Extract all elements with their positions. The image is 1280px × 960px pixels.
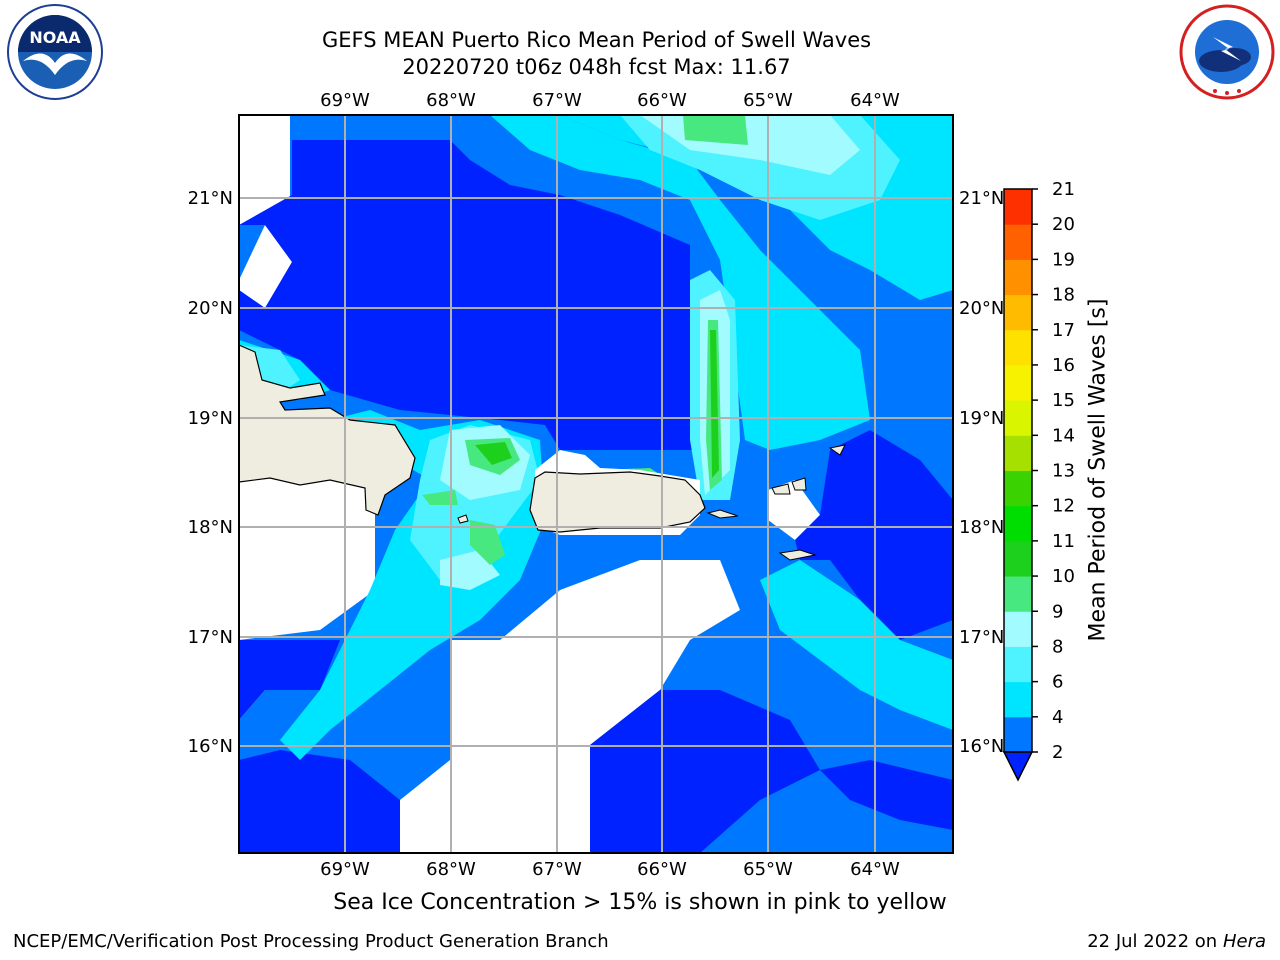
lat-label-right: 21°N	[959, 188, 1004, 209]
lat-label-right: 20°N	[959, 298, 1004, 319]
colorbar-segment	[1004, 505, 1032, 542]
map-gridlines	[239, 115, 953, 853]
chart-title: GEFS MEAN Puerto Rico Mean Period of Swe…	[321, 28, 872, 52]
lat-label-left: 18°N	[188, 517, 233, 538]
colorbar-segment	[1004, 364, 1032, 401]
lat-label-left: 21°N	[188, 188, 233, 209]
lon-label-top: 67°W	[532, 90, 582, 111]
noaa-logo-text: NOAA	[29, 28, 81, 47]
chart-subtitle: 20220720 t06z 048h fcst Max: 11.67	[402, 55, 791, 79]
colorbar-tick-label: 18	[1052, 285, 1075, 306]
nws-logo	[1179, 4, 1275, 100]
lat-label-left: 19°N	[188, 408, 233, 429]
lat-label-left: 17°N	[188, 627, 233, 648]
credit-date: 22 Jul 2022 on	[1087, 931, 1223, 952]
credit-left: NCEP/EMC/Verification Post Processing Pr…	[13, 931, 609, 952]
lat-label-right: 17°N	[959, 627, 1004, 648]
colorbar-segment	[1004, 224, 1032, 260]
colorbar-tick-label: 10	[1052, 566, 1075, 587]
colorbar-tick-label: 14	[1052, 425, 1075, 446]
colorbar-tick-label: 17	[1052, 320, 1075, 341]
colorbar-tick-label: 4	[1052, 707, 1063, 728]
lat-label-left: 20°N	[188, 298, 233, 319]
colorbar-segment	[1004, 716, 1032, 753]
lat-label-right: 19°N	[959, 408, 1004, 429]
colorbar-label: Mean Period of Swell Waves [s]	[1085, 298, 1111, 642]
colorbar-segment	[1004, 294, 1032, 331]
colorbar-segment	[1004, 540, 1032, 577]
colorbar-tick-label: 20	[1052, 214, 1075, 235]
colorbar-segment	[1004, 259, 1032, 296]
colorbar-segment	[1004, 329, 1032, 366]
colorbar: 2 4 6 8 9 10 11 12 13 14 15 16 17 18 19 20 21	[1002, 179, 1075, 782]
colorbar-segment	[1004, 189, 1032, 225]
colorbar-tick-label: 15	[1052, 390, 1075, 411]
lon-label-top: 64°W	[850, 90, 900, 111]
colorbar-tick-label: 16	[1052, 355, 1075, 376]
colorbar-extension	[1002, 751, 1034, 782]
colorbar-segment	[1004, 400, 1032, 436]
lon-label-bottom: 67°W	[532, 859, 582, 880]
lon-label-bottom: 66°W	[637, 859, 687, 880]
credit-host: Hera	[1222, 931, 1266, 952]
colorbar-tick-label: 2	[1052, 742, 1063, 763]
colorbar-segment	[1004, 435, 1032, 471]
lon-label-bottom: 64°W	[850, 859, 900, 880]
map-contour-field	[239, 115, 953, 853]
colorbar-tick-label: 19	[1052, 249, 1075, 270]
credit-right: 22 Jul 2022 on Hera	[1087, 931, 1266, 952]
colorbar-segment	[1004, 646, 1032, 683]
colorbar-tick-label: 12	[1052, 496, 1075, 517]
colorbar-tick-label: 8	[1052, 636, 1063, 657]
colorbar-tick-label: 13	[1052, 461, 1075, 482]
colorbar-segment	[1004, 681, 1032, 718]
lon-label-top: 69°W	[320, 90, 370, 111]
colorbar-tick-label: 21	[1052, 179, 1075, 200]
colorbar-tick-label: 6	[1052, 672, 1063, 693]
lon-label-top: 65°W	[743, 90, 793, 111]
lat-label-left: 16°N	[188, 736, 233, 757]
map-frame	[238, 114, 954, 854]
lat-label-right: 16°N	[959, 736, 1004, 757]
sea-ice-note: Sea Ice Concentration > 15% is shown in …	[333, 890, 947, 915]
noaa-logo: NOAA	[7, 4, 103, 100]
colorbar-segment	[1004, 611, 1032, 647]
colorbar-segment	[1004, 470, 1032, 507]
lon-label-bottom: 65°W	[743, 859, 793, 880]
colorbar-tick-label: 9	[1052, 601, 1063, 622]
lon-label-bottom: 69°W	[320, 859, 370, 880]
lon-label-top: 68°W	[426, 90, 476, 111]
lat-label-right: 18°N	[959, 517, 1004, 538]
colorbar-segment	[1004, 576, 1032, 612]
lon-label-top: 66°W	[637, 90, 687, 111]
lon-label-bottom: 68°W	[426, 859, 476, 880]
colorbar-tick-label: 11	[1052, 531, 1075, 552]
